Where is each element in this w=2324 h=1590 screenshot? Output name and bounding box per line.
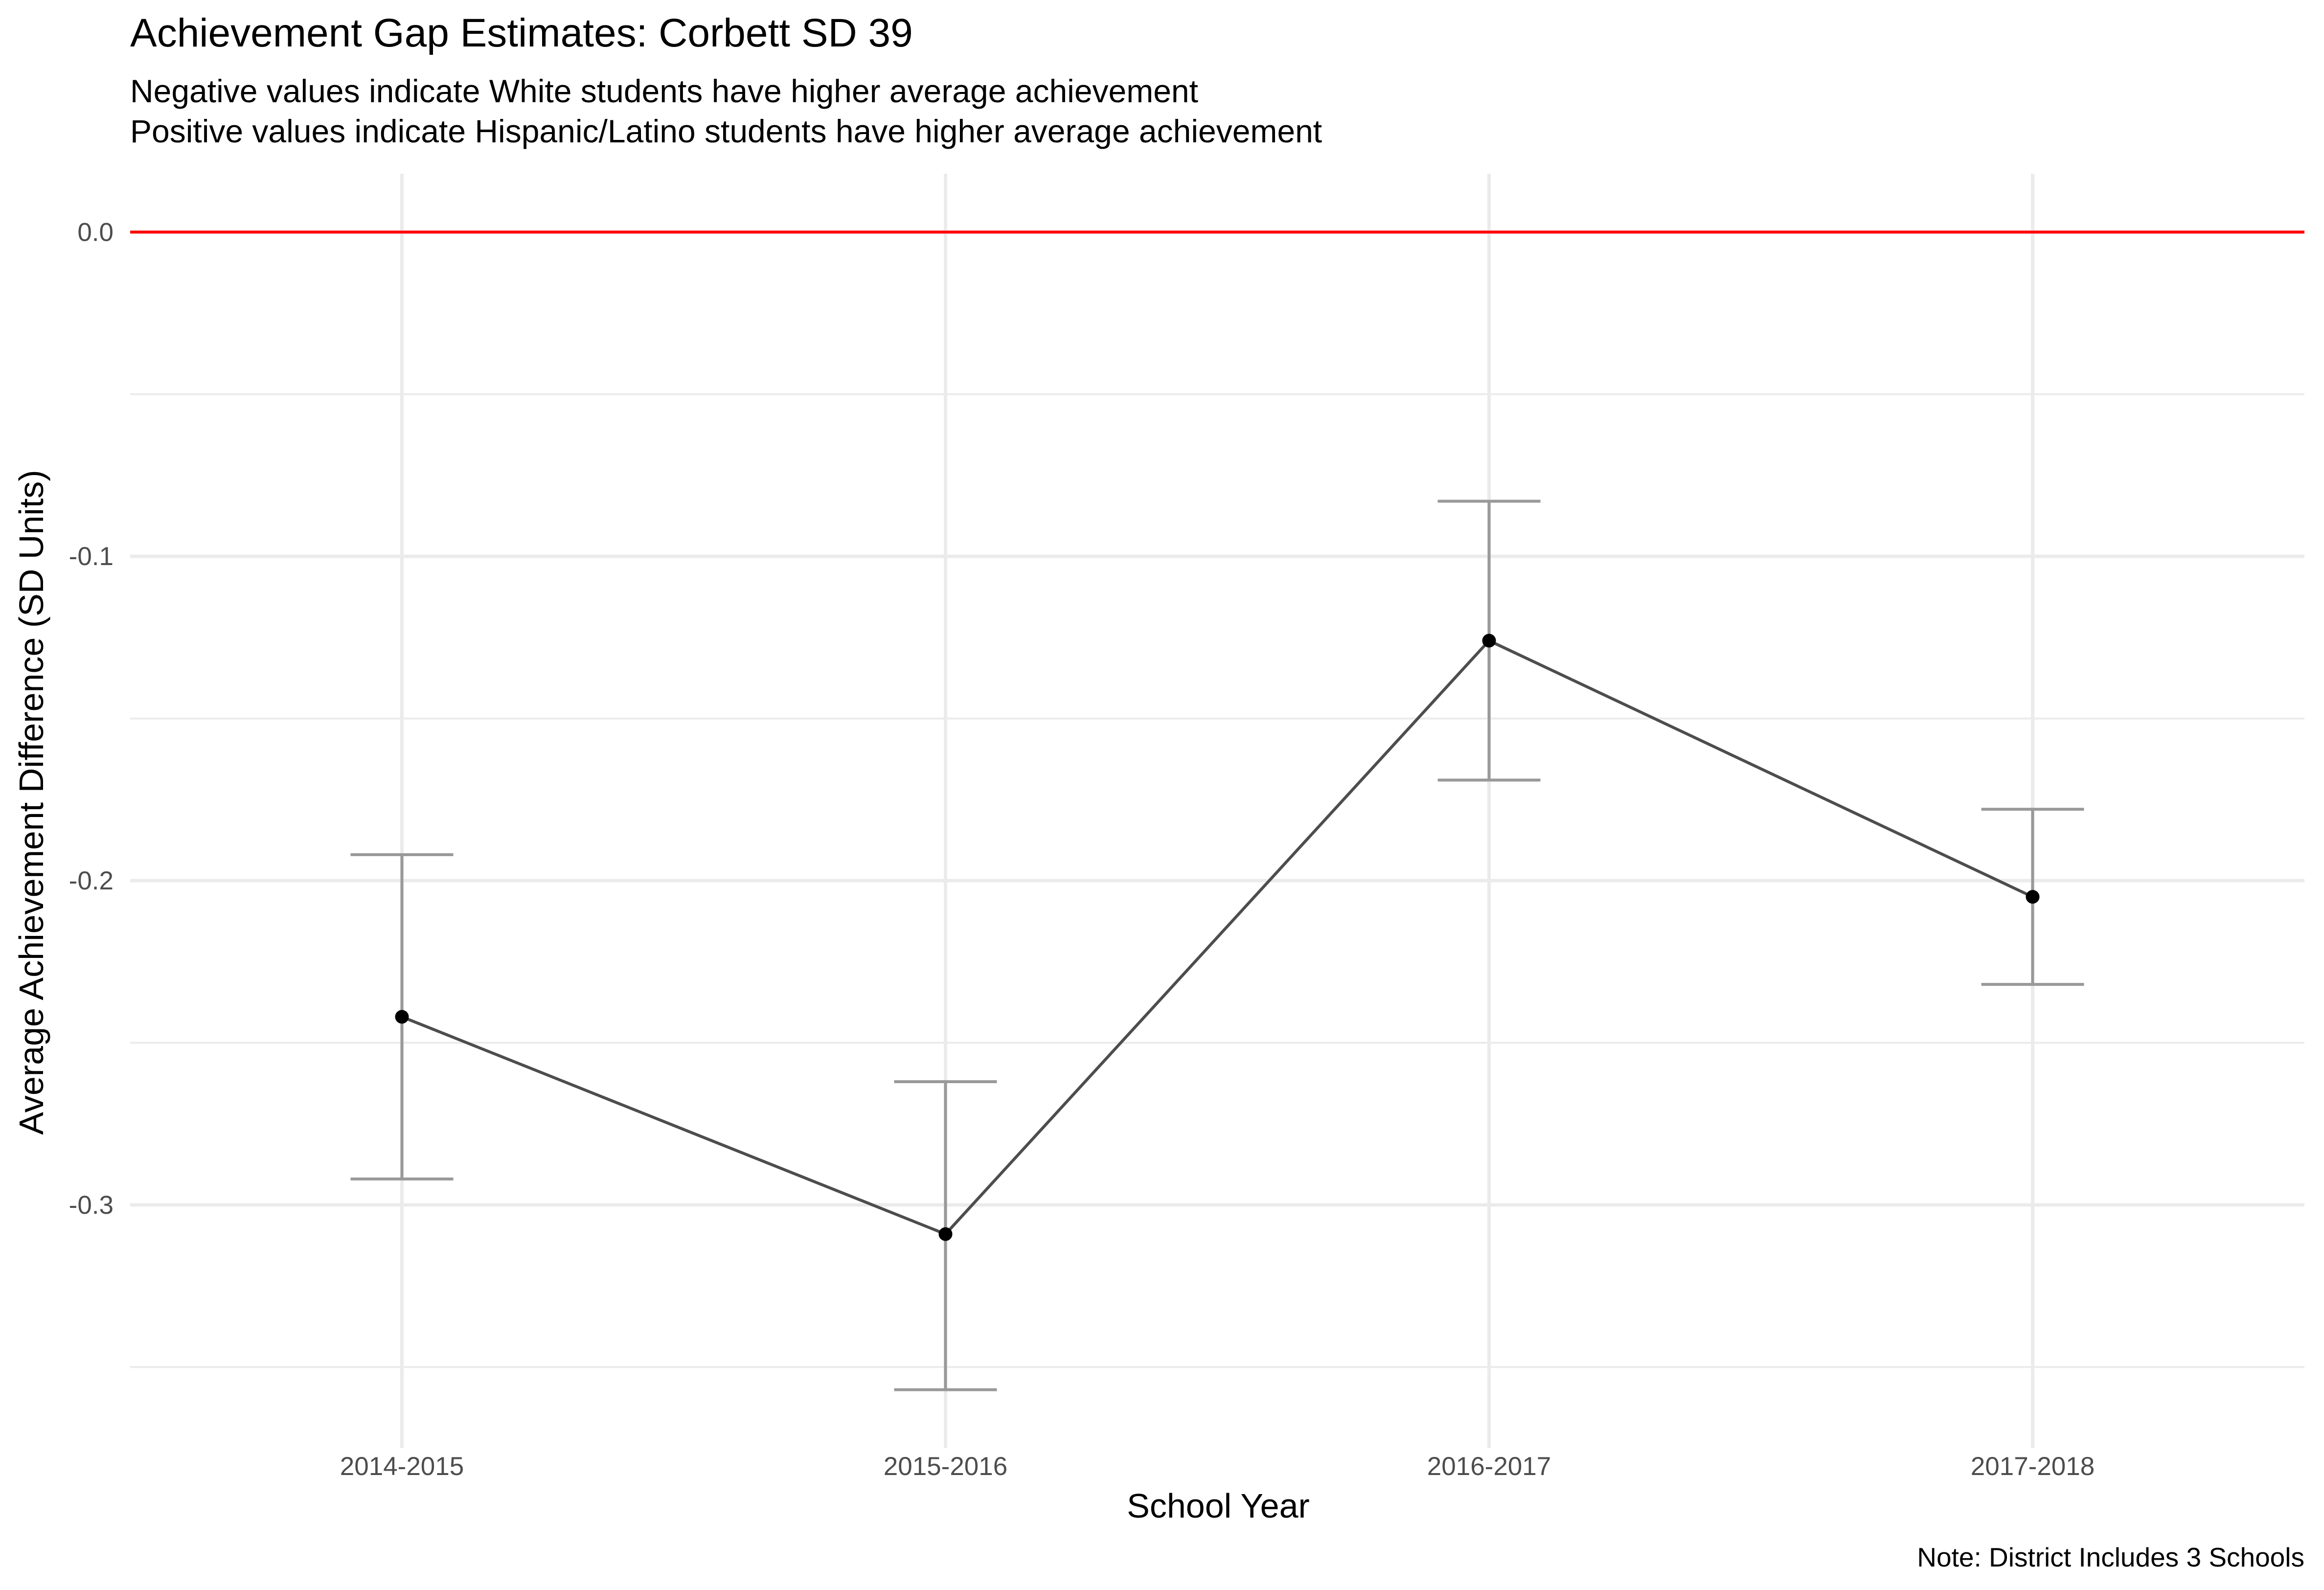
x-tick-label: 2017-2018 xyxy=(1971,1452,2095,1481)
y-axis-title: Average Achievement Difference (SD Units… xyxy=(12,470,50,1135)
x-axis-ticks: 2014-2015 2015-2016 2016-2017 2017-2018 xyxy=(340,1452,2095,1481)
chart-title: Achievement Gap Estimates: Corbett SD 39 xyxy=(130,11,913,55)
y-tick-label: 0.0 xyxy=(77,218,114,247)
series-line xyxy=(401,638,2033,1236)
x-tick-label: 2015-2016 xyxy=(884,1452,1007,1481)
x-tick-label: 2014-2015 xyxy=(340,1452,464,1481)
x-tick-label: 2016-2017 xyxy=(1427,1452,1551,1481)
x-axis-title: School Year xyxy=(1127,1487,1310,1525)
data-point xyxy=(1482,634,1496,648)
data-point xyxy=(938,1227,953,1241)
error-bars xyxy=(350,500,2084,1391)
chart-subtitle: Negative values indicate White students … xyxy=(130,71,1322,151)
y-axis-ticks: 0.0 -0.1 -0.2 -0.3 xyxy=(69,218,114,1220)
chart-caption: Note: District Includes 3 Schools xyxy=(1917,1542,2304,1572)
y-tick-label: -0.3 xyxy=(69,1191,114,1220)
data-point xyxy=(395,1010,409,1024)
subtitle-line-1: Negative values indicate White students … xyxy=(130,73,1198,109)
grid-lines xyxy=(130,174,2304,1448)
gap-series xyxy=(395,634,2040,1241)
subtitle-line-2: Positive values indicate Hispanic/Latino… xyxy=(130,113,1322,149)
y-tick-label: -0.1 xyxy=(69,542,114,571)
data-point xyxy=(2026,890,2040,904)
y-tick-label: -0.2 xyxy=(69,866,114,895)
